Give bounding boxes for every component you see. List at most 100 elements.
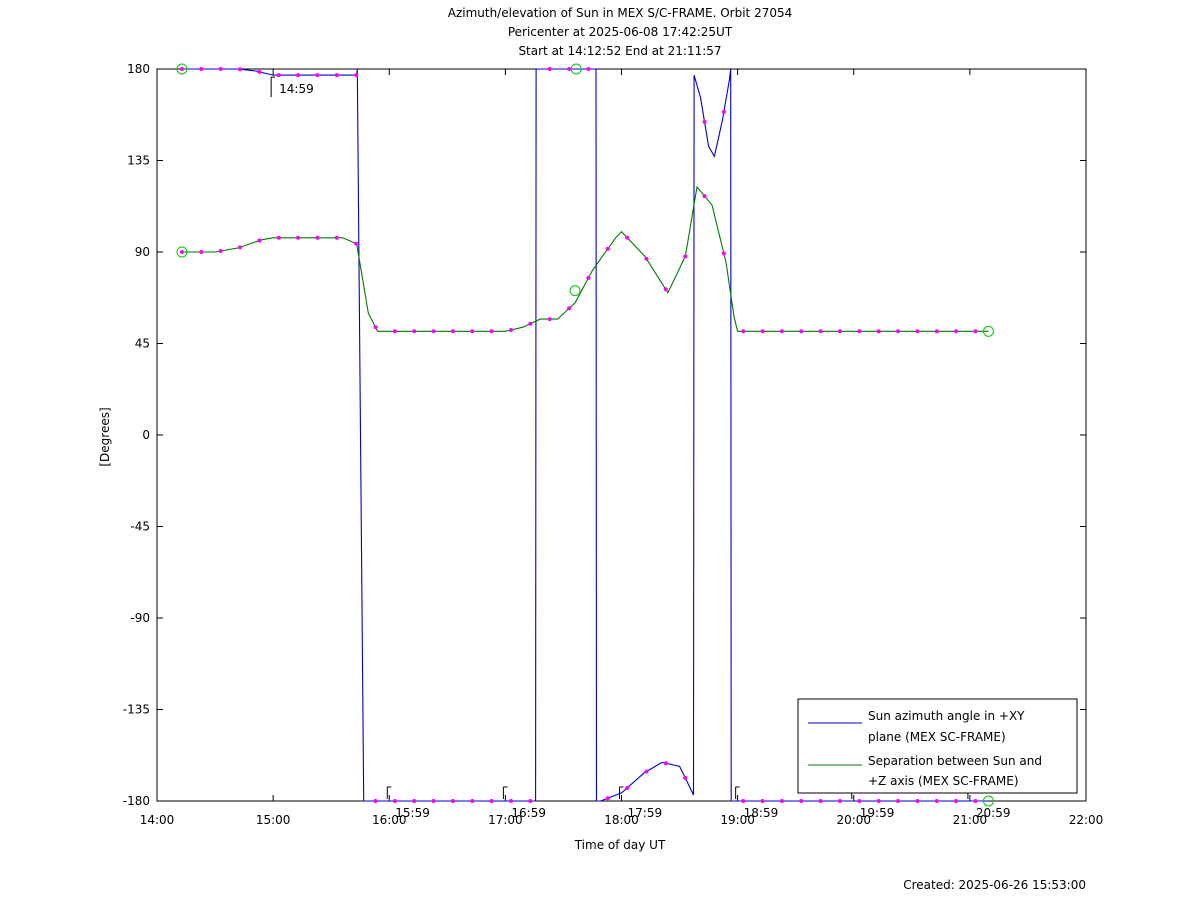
azimuth-sample-dot bbox=[238, 67, 243, 72]
azimuth-sample-dot bbox=[528, 799, 533, 803]
x-axis-label: Time of day UT bbox=[574, 838, 666, 852]
legend: Sun azimuth angle in +XY plane (MEX SC-F… bbox=[797, 698, 1078, 794]
time-mark-label: 20:59 bbox=[976, 806, 1011, 820]
azimuth-sample-dot bbox=[857, 799, 862, 803]
separation-sample-dot bbox=[644, 256, 649, 261]
endpoint-marker bbox=[982, 795, 994, 807]
endpoint-marker bbox=[176, 246, 188, 258]
azimuth-sample-dot bbox=[644, 769, 649, 774]
y-tick-label: 135 bbox=[127, 154, 150, 168]
azimuth-sample-dot bbox=[838, 799, 843, 803]
legend-label-separation-line-1: Separation between Sun and bbox=[868, 754, 1042, 768]
azimuth-sample-dot bbox=[392, 799, 397, 803]
time-marks: 14:59 15:59 16:59 17:59 18:59 19:59 20:59 bbox=[270, 76, 1011, 820]
separation-sample-dot bbox=[838, 329, 843, 334]
azimuth-sample-dot bbox=[876, 799, 881, 803]
x-tick-label: 14:00 bbox=[140, 813, 175, 827]
endpoint-marker bbox=[570, 63, 582, 75]
x-tick-label: 17:00 bbox=[488, 813, 523, 827]
azimuth-sample-dot bbox=[663, 761, 668, 766]
separation-sample-dot bbox=[721, 251, 726, 256]
azimuth-sample-dot bbox=[605, 796, 610, 801]
separation-sample-dot bbox=[431, 329, 436, 334]
x-tick-label: 16:00 bbox=[372, 813, 407, 827]
azimuth-sample-dot bbox=[567, 67, 572, 71]
azimuth-sample-dot bbox=[799, 799, 804, 803]
separation-sample-dot bbox=[915, 329, 920, 334]
x-tick-label: 15:00 bbox=[256, 813, 291, 827]
separation-sample-dot bbox=[683, 254, 688, 259]
azimuth-sample-dot bbox=[412, 799, 417, 803]
azimuth-sample-dot bbox=[276, 73, 281, 78]
separation-sample-dot bbox=[450, 329, 455, 334]
endpoint-marker bbox=[982, 325, 994, 337]
separation-sample-dot bbox=[354, 241, 359, 246]
x-tick-label: 18:00 bbox=[604, 813, 639, 827]
separation-sample-dot bbox=[876, 329, 881, 334]
azimuth-sample-dot bbox=[818, 799, 823, 803]
axes-ticks: 14:00 15:00 16:00 17:00 18:00 19:00 20:00 21:00… bbox=[123, 62, 1104, 827]
y-tick-label: 180 bbox=[127, 62, 150, 76]
azimuth-sample-dot bbox=[470, 799, 475, 803]
azimuth-sample-dot bbox=[354, 73, 359, 78]
y-tick-label: 45 bbox=[135, 337, 150, 351]
separation-sample-dot bbox=[779, 329, 784, 334]
separation-sample-dot bbox=[818, 329, 823, 334]
separation-sample-dot bbox=[392, 329, 397, 334]
legend-label-azimuth-line-1: Sun azimuth angle in +XY bbox=[868, 709, 1025, 723]
separation-sample-dot bbox=[605, 246, 610, 251]
y-tick-label: 90 bbox=[135, 245, 150, 259]
x-tick-label: 22:00 bbox=[1069, 813, 1104, 827]
azimuth-sample-dot bbox=[896, 799, 901, 803]
azimuth-sample-dot bbox=[760, 799, 765, 803]
endpoint-marker bbox=[569, 285, 581, 297]
plot-frame bbox=[156, 68, 1087, 802]
separation-sample-dot bbox=[296, 235, 301, 240]
separation-sample-dot bbox=[799, 329, 804, 334]
separation-sample-dot bbox=[238, 245, 243, 250]
separation-sample-dot bbox=[973, 329, 978, 334]
x-tick-label: 19:00 bbox=[720, 813, 755, 827]
time-mark-label: 14:59 bbox=[279, 82, 314, 96]
separation-sample-dot bbox=[373, 325, 378, 330]
azimuth-sample-dot bbox=[702, 119, 707, 124]
time-mark-label: 17:59 bbox=[628, 806, 663, 820]
separation-sample-dot bbox=[179, 250, 184, 254]
azimuth-sample-dot bbox=[199, 67, 204, 71]
azimuth-sample-dot bbox=[334, 73, 339, 78]
azimuth-sample-dot bbox=[586, 67, 591, 71]
separation-sample-dot bbox=[528, 321, 533, 326]
legend-label-azimuth-line-2: plane (MEX SC-FRAME) bbox=[868, 730, 1006, 744]
separation-sample-dot bbox=[663, 287, 668, 292]
y-tick-label: -45 bbox=[130, 520, 150, 534]
series-separation-line bbox=[182, 185, 989, 332]
azimuth-sample-dot bbox=[973, 799, 978, 803]
separation-sample-dot bbox=[760, 329, 765, 334]
time-mark-label: 16:59 bbox=[511, 806, 546, 820]
separation-sample-dot bbox=[741, 329, 746, 334]
separation-sample-dot bbox=[896, 329, 901, 334]
azimuth-sample-dot bbox=[179, 67, 184, 71]
separation-sample-dot bbox=[334, 235, 339, 240]
time-mark-label: 18:59 bbox=[744, 806, 779, 820]
separation-sample-dot bbox=[857, 329, 862, 334]
x-tick-label: 21:00 bbox=[953, 813, 988, 827]
series-layer bbox=[179, 67, 989, 803]
separation-sample-dot bbox=[276, 235, 281, 240]
separation-sample-dot bbox=[412, 329, 417, 334]
separation-sample-dot bbox=[470, 329, 475, 334]
separation-sample-dot bbox=[934, 329, 939, 334]
legend-label-separation-line-2: +Z axis (MEX SC-FRAME) bbox=[868, 774, 1019, 788]
separation-sample-dot bbox=[218, 249, 223, 254]
azimuth-sample-dot bbox=[508, 799, 513, 803]
azimuth-sample-dot bbox=[315, 73, 320, 78]
chart-title-line-2: Pericenter at 2025-06-08 17:42:25UT bbox=[508, 25, 733, 39]
separation-sample-dot bbox=[954, 329, 959, 334]
separation-sample-dot bbox=[257, 238, 262, 243]
series-azimuth-line bbox=[182, 68, 989, 802]
azimuth-sample-dot bbox=[915, 799, 920, 803]
azimuth-sample-dot bbox=[296, 73, 301, 78]
azimuth-sample-dot bbox=[625, 785, 630, 790]
y-tick-label: -90 bbox=[130, 611, 150, 625]
y-tick-label: 0 bbox=[142, 428, 150, 442]
